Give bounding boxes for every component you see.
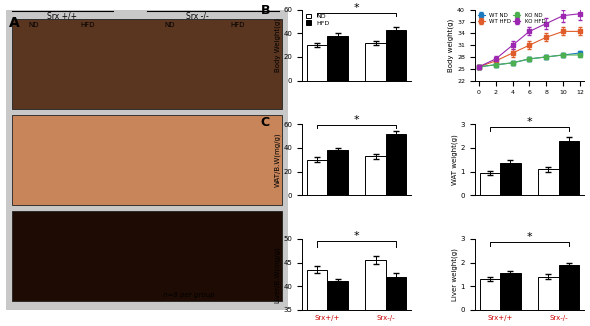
Legend: ND, HFD: ND, HFD: [305, 13, 330, 26]
Bar: [307, 45, 327, 81]
Text: ND: ND: [29, 22, 40, 28]
Y-axis label: Liver/B.W(mg/g): Liver/B.W(mg/g): [274, 246, 281, 303]
Y-axis label: WAT/B.W(mg/g): WAT/B.W(mg/g): [274, 132, 281, 187]
Bar: [500, 163, 520, 195]
Text: *: *: [527, 232, 532, 242]
Bar: [12, 211, 282, 301]
Bar: [307, 160, 327, 195]
Bar: [307, 270, 327, 326]
Text: *: *: [354, 231, 359, 241]
Bar: [327, 36, 348, 81]
Bar: [500, 273, 520, 310]
Bar: [327, 281, 348, 326]
Bar: [386, 134, 407, 195]
Bar: [386, 277, 407, 326]
Text: *: *: [354, 115, 359, 125]
Y-axis label: Body weight(g): Body weight(g): [448, 19, 454, 72]
Text: Srx +/+: Srx +/+: [47, 12, 77, 21]
Text: *: *: [527, 117, 532, 127]
Y-axis label: Liver weight(g): Liver weight(g): [451, 248, 458, 301]
Bar: [386, 30, 407, 81]
Bar: [538, 277, 559, 310]
Y-axis label: Body Weight(g): Body Weight(g): [274, 18, 281, 72]
Text: ND: ND: [164, 22, 175, 28]
Bar: [365, 43, 386, 81]
Legend: WT ND, WT HFD, KO ND, KO HFD: WT ND, WT HFD, KO ND, KO HFD: [477, 13, 546, 24]
Bar: [12, 19, 282, 109]
Text: HFD: HFD: [80, 22, 95, 28]
Text: *: *: [354, 3, 359, 13]
Bar: [327, 150, 348, 195]
Bar: [559, 141, 579, 195]
Text: HFD: HFD: [230, 22, 244, 28]
Bar: [480, 173, 500, 195]
Bar: [12, 115, 282, 205]
Text: A: A: [9, 16, 19, 30]
Bar: [538, 169, 559, 195]
Text: C: C: [261, 116, 270, 129]
Bar: [559, 265, 579, 310]
Y-axis label: WAT weight(g): WAT weight(g): [451, 134, 458, 185]
Text: B: B: [261, 4, 270, 17]
Text: Srx -/-: Srx -/-: [186, 12, 209, 21]
Bar: [365, 260, 386, 326]
Text: n=6 per group: n=6 per group: [163, 292, 215, 298]
Bar: [480, 279, 500, 310]
Bar: [365, 156, 386, 195]
